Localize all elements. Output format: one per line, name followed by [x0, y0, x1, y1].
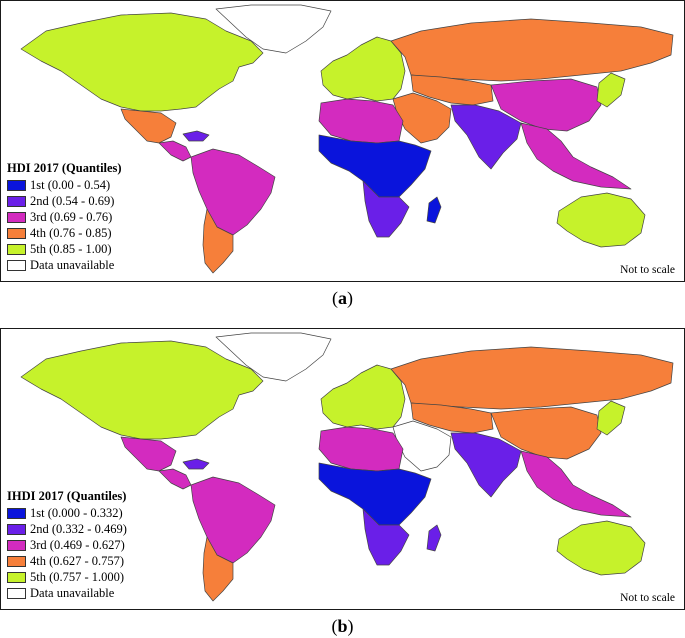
- scale-note: Not to scale: [620, 592, 675, 604]
- legend-item: 1st (0.00 - 0.54): [7, 177, 122, 193]
- region-south-america-north: [190, 476, 276, 564]
- region-china: [490, 78, 602, 132]
- legend-swatch: [7, 195, 26, 207]
- scale-note: Not to scale: [620, 264, 675, 276]
- legend-swatch: [7, 507, 26, 519]
- region-south-america-north: [190, 148, 276, 236]
- legend-label: 1st (0.00 - 0.54): [30, 178, 111, 192]
- legend-swatch: [7, 555, 26, 567]
- world-map-ihdi: [20, 332, 674, 602]
- region-madagascar: [426, 524, 442, 552]
- region-europe: [320, 36, 406, 102]
- legend-hdi: HDI 2017 (Quantiles) 1st (0.00 - 0.54) 2n…: [7, 160, 122, 273]
- map-panel-ihdi: IHDI 2017 (Quantiles) 1st (0.000 - 0.332…: [0, 328, 685, 610]
- region-south-america-south: [202, 536, 234, 602]
- map-panel-hdi: HDI 2017 (Quantiles) 1st (0.00 - 0.54) 2n…: [0, 0, 685, 282]
- legend-label: 2nd (0.54 - 0.69): [30, 194, 115, 208]
- region-europe: [320, 364, 406, 430]
- legend-rows: 1st (0.000 - 0.332) 2nd (0.332 - 0.469) 3r…: [7, 505, 127, 601]
- region-central-asia: [410, 402, 494, 434]
- region-south-america-south: [202, 208, 234, 274]
- legend-label: 4th (0.76 - 0.85): [30, 226, 112, 240]
- region-japan-korea: [596, 72, 626, 108]
- legend-swatch: [7, 227, 26, 239]
- region-greenland: [215, 332, 332, 382]
- legend-item: 5th (0.757 - 1.000): [7, 569, 127, 585]
- legend-title: IHDI 2017 (Quantiles): [7, 489, 127, 503]
- legend-item: 4th (0.76 - 0.85): [7, 225, 122, 241]
- legend-label: 3rd (0.469 - 0.627): [30, 538, 125, 552]
- legend-item: 5th (0.85 - 1.00): [7, 241, 122, 257]
- region-caribbean: [182, 130, 210, 142]
- legend-swatch: [7, 243, 26, 255]
- legend-label: 4th (0.627 - 0.757): [30, 554, 125, 568]
- legend-item: 4th (0.627 - 0.757): [7, 553, 127, 569]
- region-sub-saharan-africa: [318, 462, 432, 526]
- region-china: [490, 406, 602, 460]
- region-southeast-asia: [520, 122, 632, 190]
- world-map-hdi: [20, 4, 674, 274]
- region-south-asia: [450, 432, 522, 498]
- region-north-africa: [318, 98, 404, 144]
- region-southern-africa: [362, 180, 410, 238]
- legend-ihdi: IHDI 2017 (Quantiles) 1st (0.000 - 0.332…: [7, 488, 127, 601]
- legend-rows: 1st (0.00 - 0.54) 2nd (0.54 - 0.69) 3rd (0…: [7, 177, 122, 273]
- caption-letter: a: [338, 288, 347, 308]
- legend-label: 5th (0.85 - 1.00): [30, 242, 112, 256]
- region-mexico-central: [120, 108, 177, 144]
- region-southern-africa: [362, 508, 410, 566]
- legend-swatch: [7, 211, 26, 223]
- region-north-america: [20, 340, 264, 440]
- legend-label: Data unavailable: [30, 586, 115, 600]
- legend-swatch: [7, 539, 26, 551]
- region-north-africa: [318, 426, 404, 472]
- region-central-asia: [410, 74, 494, 106]
- legend-item: 2nd (0.54 - 0.69): [7, 193, 122, 209]
- region-southeast-asia: [520, 450, 632, 518]
- region-australia: [556, 520, 646, 576]
- region-south-asia: [450, 104, 522, 170]
- region-mexico-central: [120, 436, 177, 472]
- legend-item: 1st (0.000 - 0.332): [7, 505, 127, 521]
- caption-b: (b): [331, 616, 354, 636]
- legend-label: Data unavailable: [30, 258, 115, 272]
- region-greenland: [215, 4, 332, 54]
- region-sub-saharan-africa: [318, 134, 432, 198]
- region-central-america: [158, 140, 192, 162]
- legend-label: 2nd (0.332 - 0.469): [30, 522, 127, 536]
- legend-item: Data unavailable: [7, 257, 122, 273]
- legend-swatch: [7, 179, 26, 191]
- region-madagascar: [426, 196, 442, 224]
- legend-label: 3rd (0.69 - 0.76): [30, 210, 113, 224]
- region-caribbean: [182, 458, 210, 470]
- legend-title: HDI 2017 (Quantiles): [7, 161, 122, 175]
- region-north-america: [20, 12, 264, 112]
- caption-a: (a): [332, 288, 353, 308]
- region-russia: [390, 18, 674, 82]
- region-russia: [390, 346, 674, 410]
- region-central-america: [158, 468, 192, 490]
- region-japan-korea: [596, 400, 626, 436]
- legend-swatch: [7, 523, 26, 535]
- legend-swatch: [7, 259, 26, 271]
- caption-letter: b: [337, 616, 348, 636]
- legend-swatch: [7, 571, 26, 583]
- region-australia: [556, 192, 646, 248]
- legend-item: 3rd (0.469 - 0.627): [7, 537, 127, 553]
- legend-item: 2nd (0.332 - 0.469): [7, 521, 127, 537]
- legend-swatch: [7, 587, 26, 599]
- legend-item: Data unavailable: [7, 585, 127, 601]
- legend-label: 5th (0.757 - 1.000): [30, 570, 125, 584]
- legend-label: 1st (0.000 - 0.332): [30, 506, 123, 520]
- legend-item: 3rd (0.69 - 0.76): [7, 209, 122, 225]
